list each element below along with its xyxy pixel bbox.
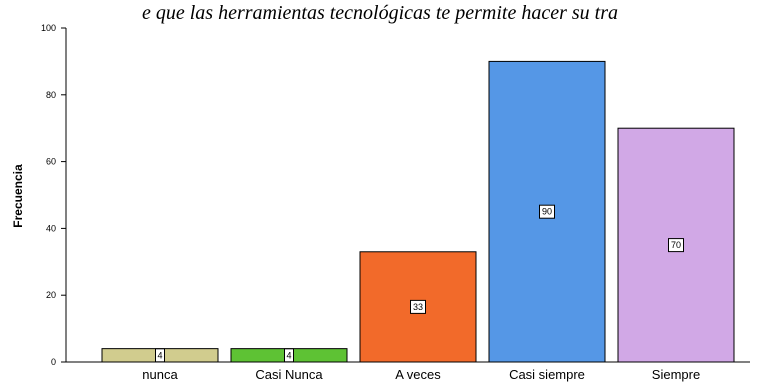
data-label: 90 — [539, 204, 555, 219]
data-label: 4 — [155, 348, 165, 363]
data-labels-group: 4 4 33 90 70 — [155, 204, 684, 363]
bars-group — [101, 60, 735, 363]
data-label: 33 — [410, 299, 426, 314]
data-label-text: 70 — [671, 240, 681, 250]
data-label-text: 90 — [542, 207, 552, 217]
x-tick-label: A veces — [395, 367, 441, 382]
y-tick-label: 100 — [41, 23, 56, 33]
y-tick-label: 40 — [46, 223, 56, 233]
y-tick-label: 60 — [46, 157, 56, 167]
data-label-box — [155, 348, 165, 363]
data-label: 4 — [284, 348, 294, 363]
x-tick-label: Casi Nunca — [255, 367, 323, 382]
y-tick-label: 20 — [46, 290, 56, 300]
data-label-box — [539, 204, 555, 219]
data-label-text: 33 — [413, 302, 423, 312]
x-axis-ticks: nunca Casi Nunca A veces Casi siempre Siempr… — [142, 367, 700, 382]
data-label-box — [284, 348, 294, 363]
y-tick-label: 0 — [51, 357, 56, 367]
x-tick-label: nunca — [142, 367, 178, 382]
y-tick-label: 80 — [46, 90, 56, 100]
y-axis-label: Frecuencia — [11, 164, 25, 228]
data-label-text: 4 — [157, 350, 162, 360]
data-label-text: 4 — [286, 350, 291, 360]
x-tick-label: Casi siempre — [509, 367, 585, 382]
data-label-box — [668, 238, 684, 253]
data-label-box — [410, 299, 426, 314]
y-axis-ticks: 0 20 40 60 80 100 — [41, 23, 66, 367]
x-tick-label: Siempre — [652, 367, 700, 382]
data-label: 70 — [668, 238, 684, 253]
chart-title: e que las herramientas tecnológicas te p… — [142, 2, 618, 24]
